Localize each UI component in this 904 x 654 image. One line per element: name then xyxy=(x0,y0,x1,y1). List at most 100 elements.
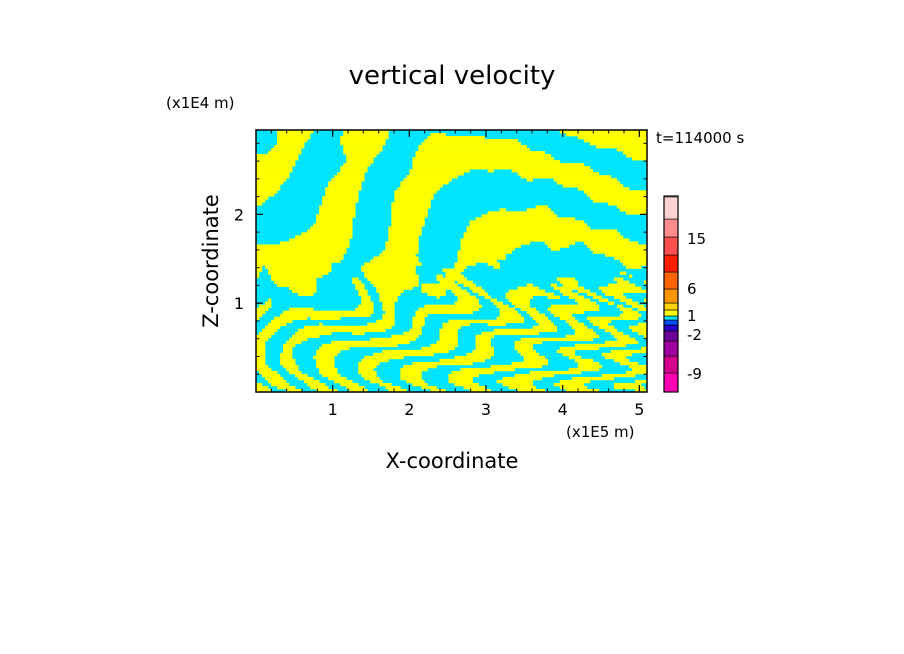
field-cell-positive xyxy=(319,208,356,212)
field-cell-positive xyxy=(286,340,302,345)
field-cell-positive xyxy=(391,334,419,339)
field-cell-positive xyxy=(565,133,647,137)
field-cell-positive xyxy=(400,373,422,378)
field-cell-positive xyxy=(622,262,647,266)
field-cell-positive xyxy=(457,250,512,254)
field-cell-positive xyxy=(454,301,479,305)
field-cell-positive xyxy=(280,241,350,245)
field-cell-positive xyxy=(544,241,576,245)
colorbar-level xyxy=(663,271,679,290)
field-cell-positive xyxy=(295,331,332,336)
field-cell-positive xyxy=(619,271,627,275)
field-cell-positive xyxy=(634,388,647,392)
field-cell-positive xyxy=(589,319,612,324)
field-cell-positive xyxy=(319,370,338,375)
field-cell-positive xyxy=(325,190,359,194)
field-cell-positive xyxy=(289,307,314,311)
field-cell-positive xyxy=(493,328,558,333)
field-cell-positive xyxy=(532,325,558,330)
field-cell-positive xyxy=(559,130,647,134)
field-cell-positive xyxy=(625,301,639,305)
field-cell-positive xyxy=(508,385,537,390)
field-cell-positive xyxy=(289,337,308,342)
field-cell-positive xyxy=(397,187,440,191)
field-cell-positive xyxy=(418,145,527,149)
field-cell-positive xyxy=(487,322,506,327)
field-cell-positive xyxy=(256,247,347,251)
field-cell-positive xyxy=(499,208,506,212)
field-cell-positive xyxy=(577,364,603,369)
field-cell-positive xyxy=(454,292,470,296)
field-cell-positive xyxy=(316,361,335,366)
field-cell-positive xyxy=(256,184,281,188)
field-cell-positive xyxy=(613,277,624,281)
field-cell-positive xyxy=(445,274,464,278)
field-cell-positive xyxy=(355,307,374,311)
field-cell-positive xyxy=(592,199,647,203)
field-cell-positive xyxy=(385,310,395,314)
field-cell-positive xyxy=(256,382,263,387)
field-cell-positive xyxy=(421,283,458,287)
field-cell-positive xyxy=(268,322,287,327)
field-cell-positive xyxy=(496,316,524,321)
field-cell-positive xyxy=(574,298,591,302)
field-cell-positive xyxy=(421,289,446,293)
field-cell-positive xyxy=(598,298,609,302)
field-cell-positive xyxy=(457,298,479,302)
field-cell-positive xyxy=(277,283,317,287)
field-cell-positive xyxy=(280,358,296,363)
field-cell-positive xyxy=(583,139,647,143)
field-cell-positive xyxy=(364,376,380,381)
field-cell-positive xyxy=(457,259,497,263)
field-cell-positive xyxy=(406,175,458,179)
field-cell-positive xyxy=(523,358,549,363)
field-cell-positive xyxy=(457,253,506,257)
field-cell-positive xyxy=(256,343,266,348)
field-cell-positive xyxy=(484,295,491,299)
field-cell-positive xyxy=(373,283,419,287)
x-tick-label: 5 xyxy=(634,400,644,419)
field-cell-positive xyxy=(553,382,585,387)
field-cell-positive xyxy=(370,337,416,342)
field-cell-positive xyxy=(475,343,491,348)
field-cell-positive xyxy=(568,367,600,372)
field-cell-positive xyxy=(604,292,624,296)
field-cell-positive xyxy=(613,358,630,363)
field-cell-positive xyxy=(325,187,362,191)
field-cell-positive xyxy=(277,385,296,390)
field-cell-positive xyxy=(460,238,630,242)
field-cell-positive xyxy=(361,373,377,378)
field-cell-positive xyxy=(388,232,422,236)
field-cell-positive xyxy=(448,376,473,381)
field-cell-positive xyxy=(262,328,278,333)
field-cell-positive xyxy=(532,316,549,321)
field-cell-positive xyxy=(598,286,642,290)
field-cell-positive xyxy=(379,295,398,299)
field-cell-positive xyxy=(559,280,579,284)
field-cell-positive xyxy=(526,283,534,287)
field-cell-positive xyxy=(376,319,395,324)
field-cell-positive xyxy=(469,388,491,392)
field-cell-positive xyxy=(271,148,302,152)
x-unit-label: (x1E5 m) xyxy=(566,423,635,441)
field-cell-positive xyxy=(376,289,404,293)
field-cell-positive xyxy=(592,250,647,254)
field-cell-positive xyxy=(643,298,647,302)
field-cell-positive xyxy=(499,310,518,314)
field-cell-positive xyxy=(382,250,419,254)
field-cell-positive xyxy=(256,358,266,363)
field-cell-positive xyxy=(550,304,600,308)
field-cell-positive xyxy=(520,175,612,179)
x-axis: 1 2 3 4 5 xyxy=(270,130,644,419)
field-cell-positive xyxy=(571,325,588,330)
field-cell-positive xyxy=(361,301,374,305)
field-cell-positive xyxy=(619,208,647,212)
field-cell-positive xyxy=(265,301,272,305)
field-cell-positive xyxy=(628,274,633,278)
field-cell-positive xyxy=(481,331,540,336)
field-cell-positive xyxy=(625,154,647,158)
field-cell-positive xyxy=(385,247,419,251)
field-cell-positive xyxy=(361,268,416,272)
field-cell-positive xyxy=(505,295,534,299)
field-cell-positive xyxy=(481,214,558,218)
